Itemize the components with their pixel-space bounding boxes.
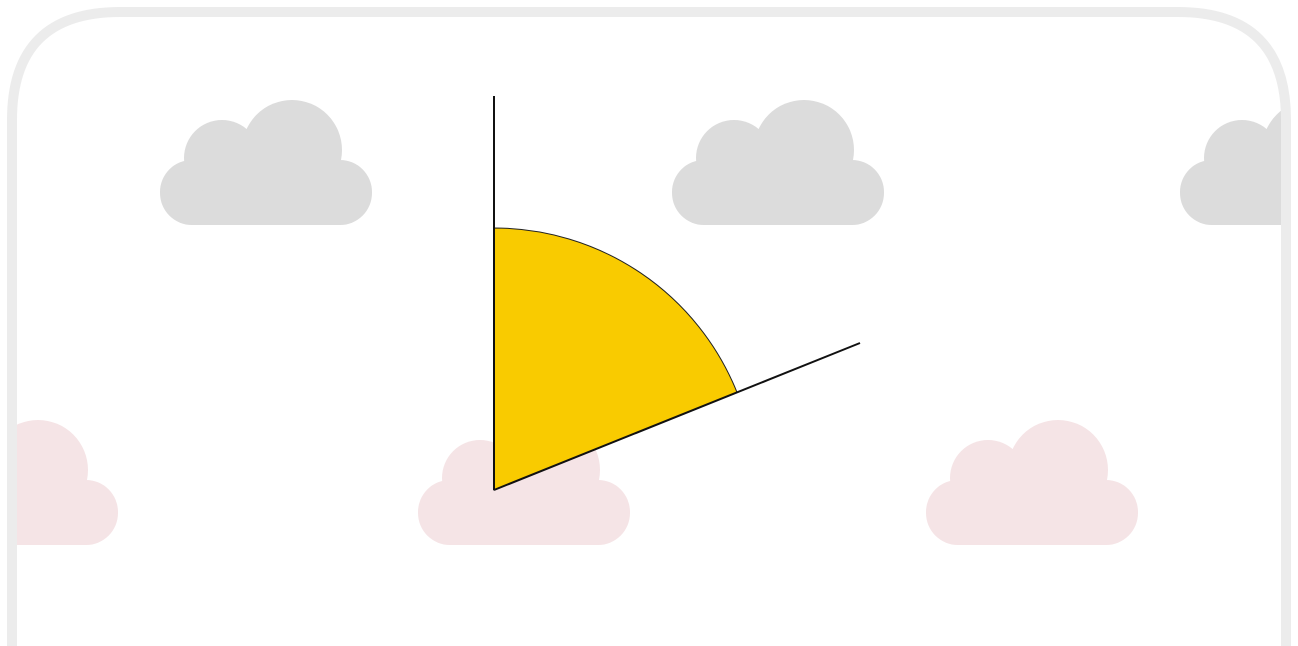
screen [0,0,1298,646]
body [0,0,1298,646]
page: Angle {} html, body { margin: 0; padding… [0,0,1298,646]
